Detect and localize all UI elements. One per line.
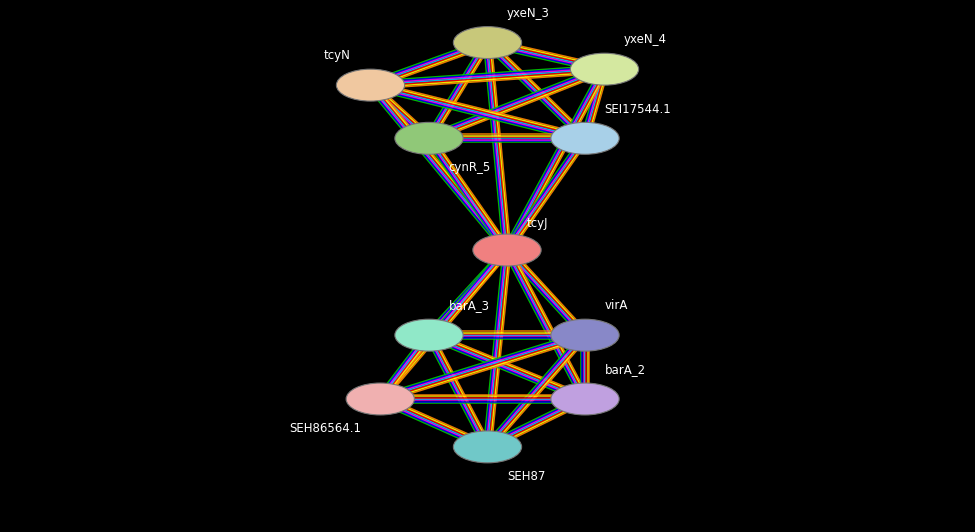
Text: SEH87: SEH87 xyxy=(507,470,545,483)
Ellipse shape xyxy=(453,27,522,59)
Ellipse shape xyxy=(395,319,463,351)
Ellipse shape xyxy=(551,319,619,351)
Text: yxeN_4: yxeN_4 xyxy=(624,34,667,46)
Ellipse shape xyxy=(346,383,414,415)
Text: tcyJ: tcyJ xyxy=(526,217,548,230)
Text: SEI17544.1: SEI17544.1 xyxy=(604,103,671,115)
Text: virA: virA xyxy=(604,300,628,312)
Text: barA_2: barA_2 xyxy=(604,363,645,376)
Ellipse shape xyxy=(395,122,463,154)
Text: yxeN_3: yxeN_3 xyxy=(507,7,550,20)
Text: barA_3: barA_3 xyxy=(448,300,489,312)
Ellipse shape xyxy=(551,122,619,154)
Ellipse shape xyxy=(473,234,541,266)
Text: tcyN: tcyN xyxy=(324,49,351,62)
Ellipse shape xyxy=(453,431,522,463)
Text: SEH86564.1: SEH86564.1 xyxy=(289,422,361,435)
Ellipse shape xyxy=(570,53,639,85)
Ellipse shape xyxy=(336,69,405,101)
Ellipse shape xyxy=(551,383,619,415)
Text: cynR_5: cynR_5 xyxy=(448,161,490,174)
